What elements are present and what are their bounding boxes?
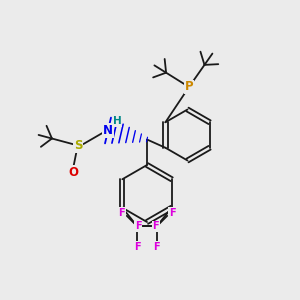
Text: O: O — [68, 166, 79, 179]
Text: P: P — [185, 80, 193, 94]
Text: F: F — [134, 242, 141, 252]
Text: F: F — [135, 221, 141, 231]
Text: F: F — [169, 208, 175, 218]
Text: F: F — [153, 221, 159, 231]
Text: S: S — [74, 139, 82, 152]
Text: H: H — [112, 116, 122, 127]
Text: F: F — [118, 208, 125, 218]
Text: F: F — [153, 242, 160, 252]
Text: N: N — [103, 124, 113, 137]
